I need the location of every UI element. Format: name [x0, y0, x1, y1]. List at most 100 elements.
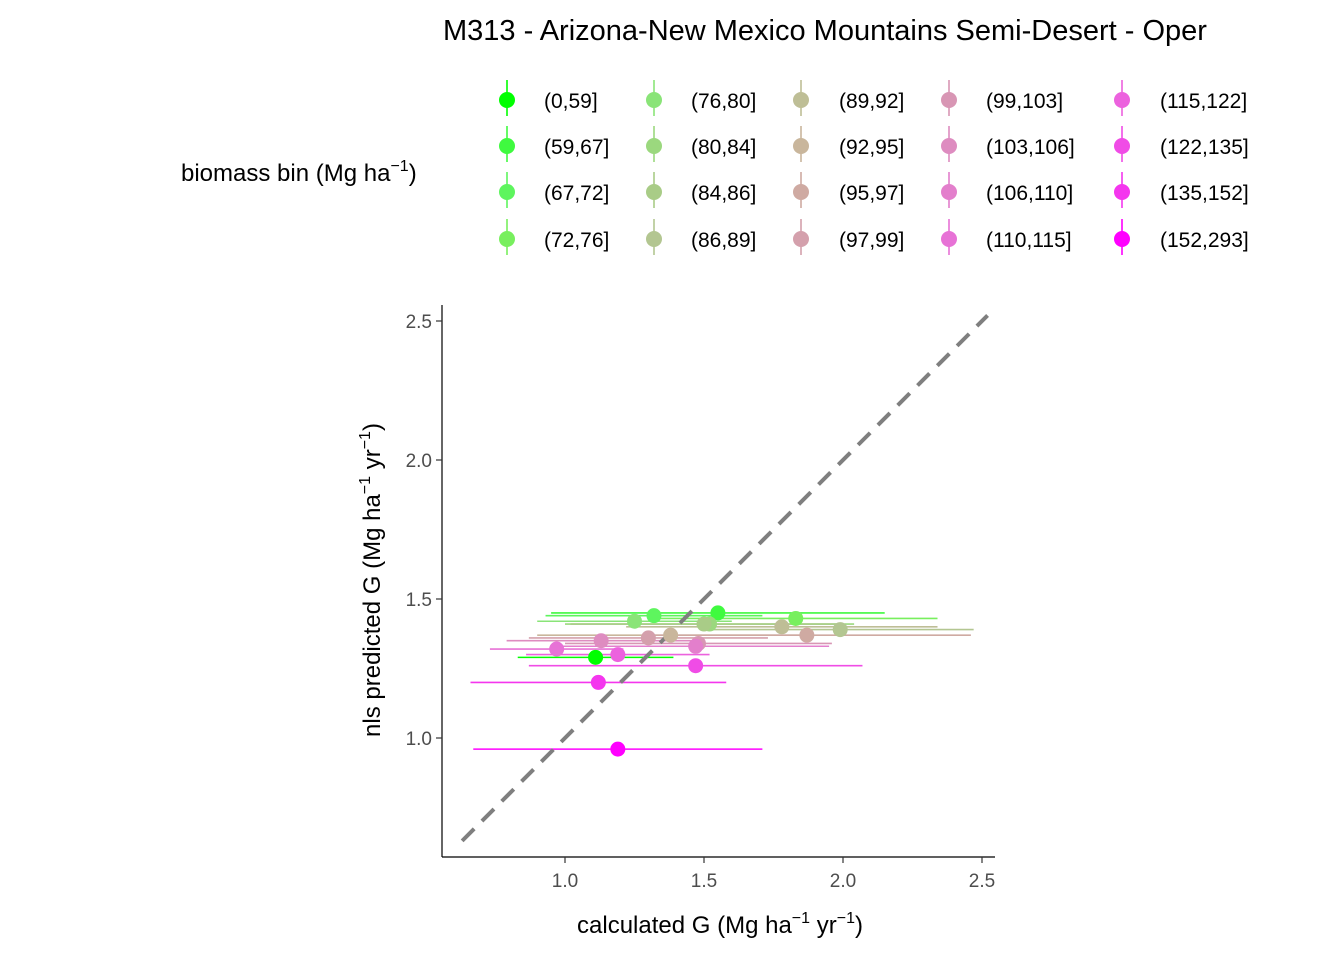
y-tick-label: 2.5 [406, 312, 432, 333]
x-axis-label-mid: yr [810, 912, 837, 939]
legend-label: (72,76] [544, 229, 609, 252]
data-point [799, 627, 815, 643]
legend-item: (115,122] [1114, 80, 1247, 116]
legend-label: (152,293] [1160, 229, 1249, 252]
legend-item: (95,97] [793, 172, 904, 208]
x-axis-label-end: ) [855, 912, 863, 939]
x-axis-ticks: 1.0 1.5 2.0 2.5 [552, 857, 995, 892]
legend-label: (106,110] [986, 182, 1073, 205]
x-tick-label: 1.0 [552, 871, 578, 892]
x-axis-label-sup1: −1 [792, 910, 810, 927]
legend-label: (99,103] [986, 90, 1063, 113]
legend-key-point [793, 92, 809, 108]
legend-key-point [1114, 138, 1130, 154]
legend-item: (67,72] [499, 172, 609, 208]
legend-title: biomass bin (Mg ha−1) [181, 158, 417, 187]
y-axis-label-sup2: −1 [357, 431, 374, 449]
data-point [788, 610, 804, 626]
legend-item: (97,99] [793, 219, 904, 255]
legend-item: (0,59] [499, 80, 598, 116]
legend-label: (0,59] [544, 90, 598, 113]
data-points [549, 605, 848, 757]
y-axis-label-text: nls predicted G (Mg ha [359, 494, 386, 737]
legend-label: (84,86] [691, 182, 756, 205]
legend-item: (135,152] [1114, 172, 1249, 208]
legend-key-point [941, 138, 957, 154]
data-point [688, 658, 704, 674]
data-point [593, 633, 609, 649]
legend-item: (86,89] [646, 219, 756, 255]
legend-label: (86,89] [691, 229, 756, 252]
y-tick-label: 1.0 [406, 729, 432, 750]
data-point [627, 613, 642, 629]
legend-key-point [941, 231, 957, 247]
legend-key-point [1114, 231, 1130, 247]
legend-item: (92,95] [793, 126, 904, 162]
data-point [688, 638, 704, 654]
legend-item: (80,84] [646, 126, 756, 162]
data-point [590, 674, 606, 690]
data-point [640, 630, 656, 646]
legend-label: (122,135] [1160, 136, 1249, 159]
legend-key-point [793, 231, 809, 247]
legend-item: (103,106] [941, 126, 1075, 162]
legend-key-point [793, 138, 809, 154]
legend-key-point [646, 92, 662, 108]
plot-area: 1.0 1.5 2.0 2.5 1.0 1.5 2.0 2.5 [406, 305, 995, 892]
x-axis-label-sup2: −1 [837, 910, 855, 927]
data-point [549, 641, 565, 657]
x-tick-label: 1.5 [691, 871, 717, 892]
data-point [663, 627, 679, 643]
y-axis-ticks: 1.0 1.5 2.0 2.5 [406, 312, 442, 750]
legend-item: (72,76] [499, 219, 609, 255]
y-tick-label: 2.0 [406, 451, 432, 472]
legend-item: (59,67] [499, 126, 609, 162]
identity-reference-line [460, 314, 989, 843]
y-axis-label-sup1: −1 [357, 476, 374, 494]
legend-item: (106,110] [941, 172, 1073, 208]
error-bars [470, 612, 974, 750]
x-axis-label-text: calculated G (Mg ha [577, 912, 792, 939]
legend-label: (92,95] [839, 136, 904, 159]
legend-item: (99,103] [941, 80, 1063, 116]
legend-item: (84,86] [646, 172, 756, 208]
legend-label: (110,115] [986, 229, 1072, 252]
y-axis-label-mid: yr [359, 449, 386, 476]
x-tick-label: 2.5 [969, 871, 995, 892]
data-point [710, 605, 726, 621]
legend-label: (89,92] [839, 90, 904, 113]
legend-key-point [793, 184, 809, 200]
data-point [832, 622, 848, 638]
legend-label: (59,67] [544, 136, 609, 159]
legend-label: (115,122] [1160, 90, 1247, 113]
y-tick-label: 1.5 [406, 590, 432, 611]
legend-item: (76,80] [646, 80, 756, 116]
data-point [610, 741, 626, 757]
legend-title-end: ) [409, 160, 417, 187]
legend-label: (135,152] [1160, 182, 1249, 205]
legend-label: (95,97] [839, 182, 904, 205]
data-point [610, 647, 626, 663]
y-axis-label-end: ) [359, 423, 386, 431]
legend-key-point [646, 184, 662, 200]
legend-item: (110,115] [941, 219, 1072, 255]
legend-key-point [941, 184, 957, 200]
legend-label: (97,99] [839, 229, 904, 252]
legend-item: (152,293] [1114, 219, 1249, 255]
legend-key-point [1114, 92, 1130, 108]
data-point [646, 608, 662, 624]
x-tick-label: 2.0 [830, 871, 856, 892]
x-axis-label: calculated G (Mg ha−1 yr−1) [577, 910, 863, 939]
legend-label: (67,72] [544, 182, 609, 205]
y-axis-label: nls predicted G (Mg ha−1 yr−1) [357, 423, 386, 737]
legend-title-text: biomass bin (Mg ha [181, 160, 391, 187]
legend-key-point [1114, 184, 1130, 200]
data-point [774, 619, 790, 635]
legend-label: (80,84] [691, 136, 756, 159]
legend-label: (76,80] [691, 90, 756, 113]
legend-key-point [646, 138, 662, 154]
legend-key-point [499, 184, 515, 200]
legend-key-point [646, 231, 662, 247]
legend-key-point [499, 92, 515, 108]
